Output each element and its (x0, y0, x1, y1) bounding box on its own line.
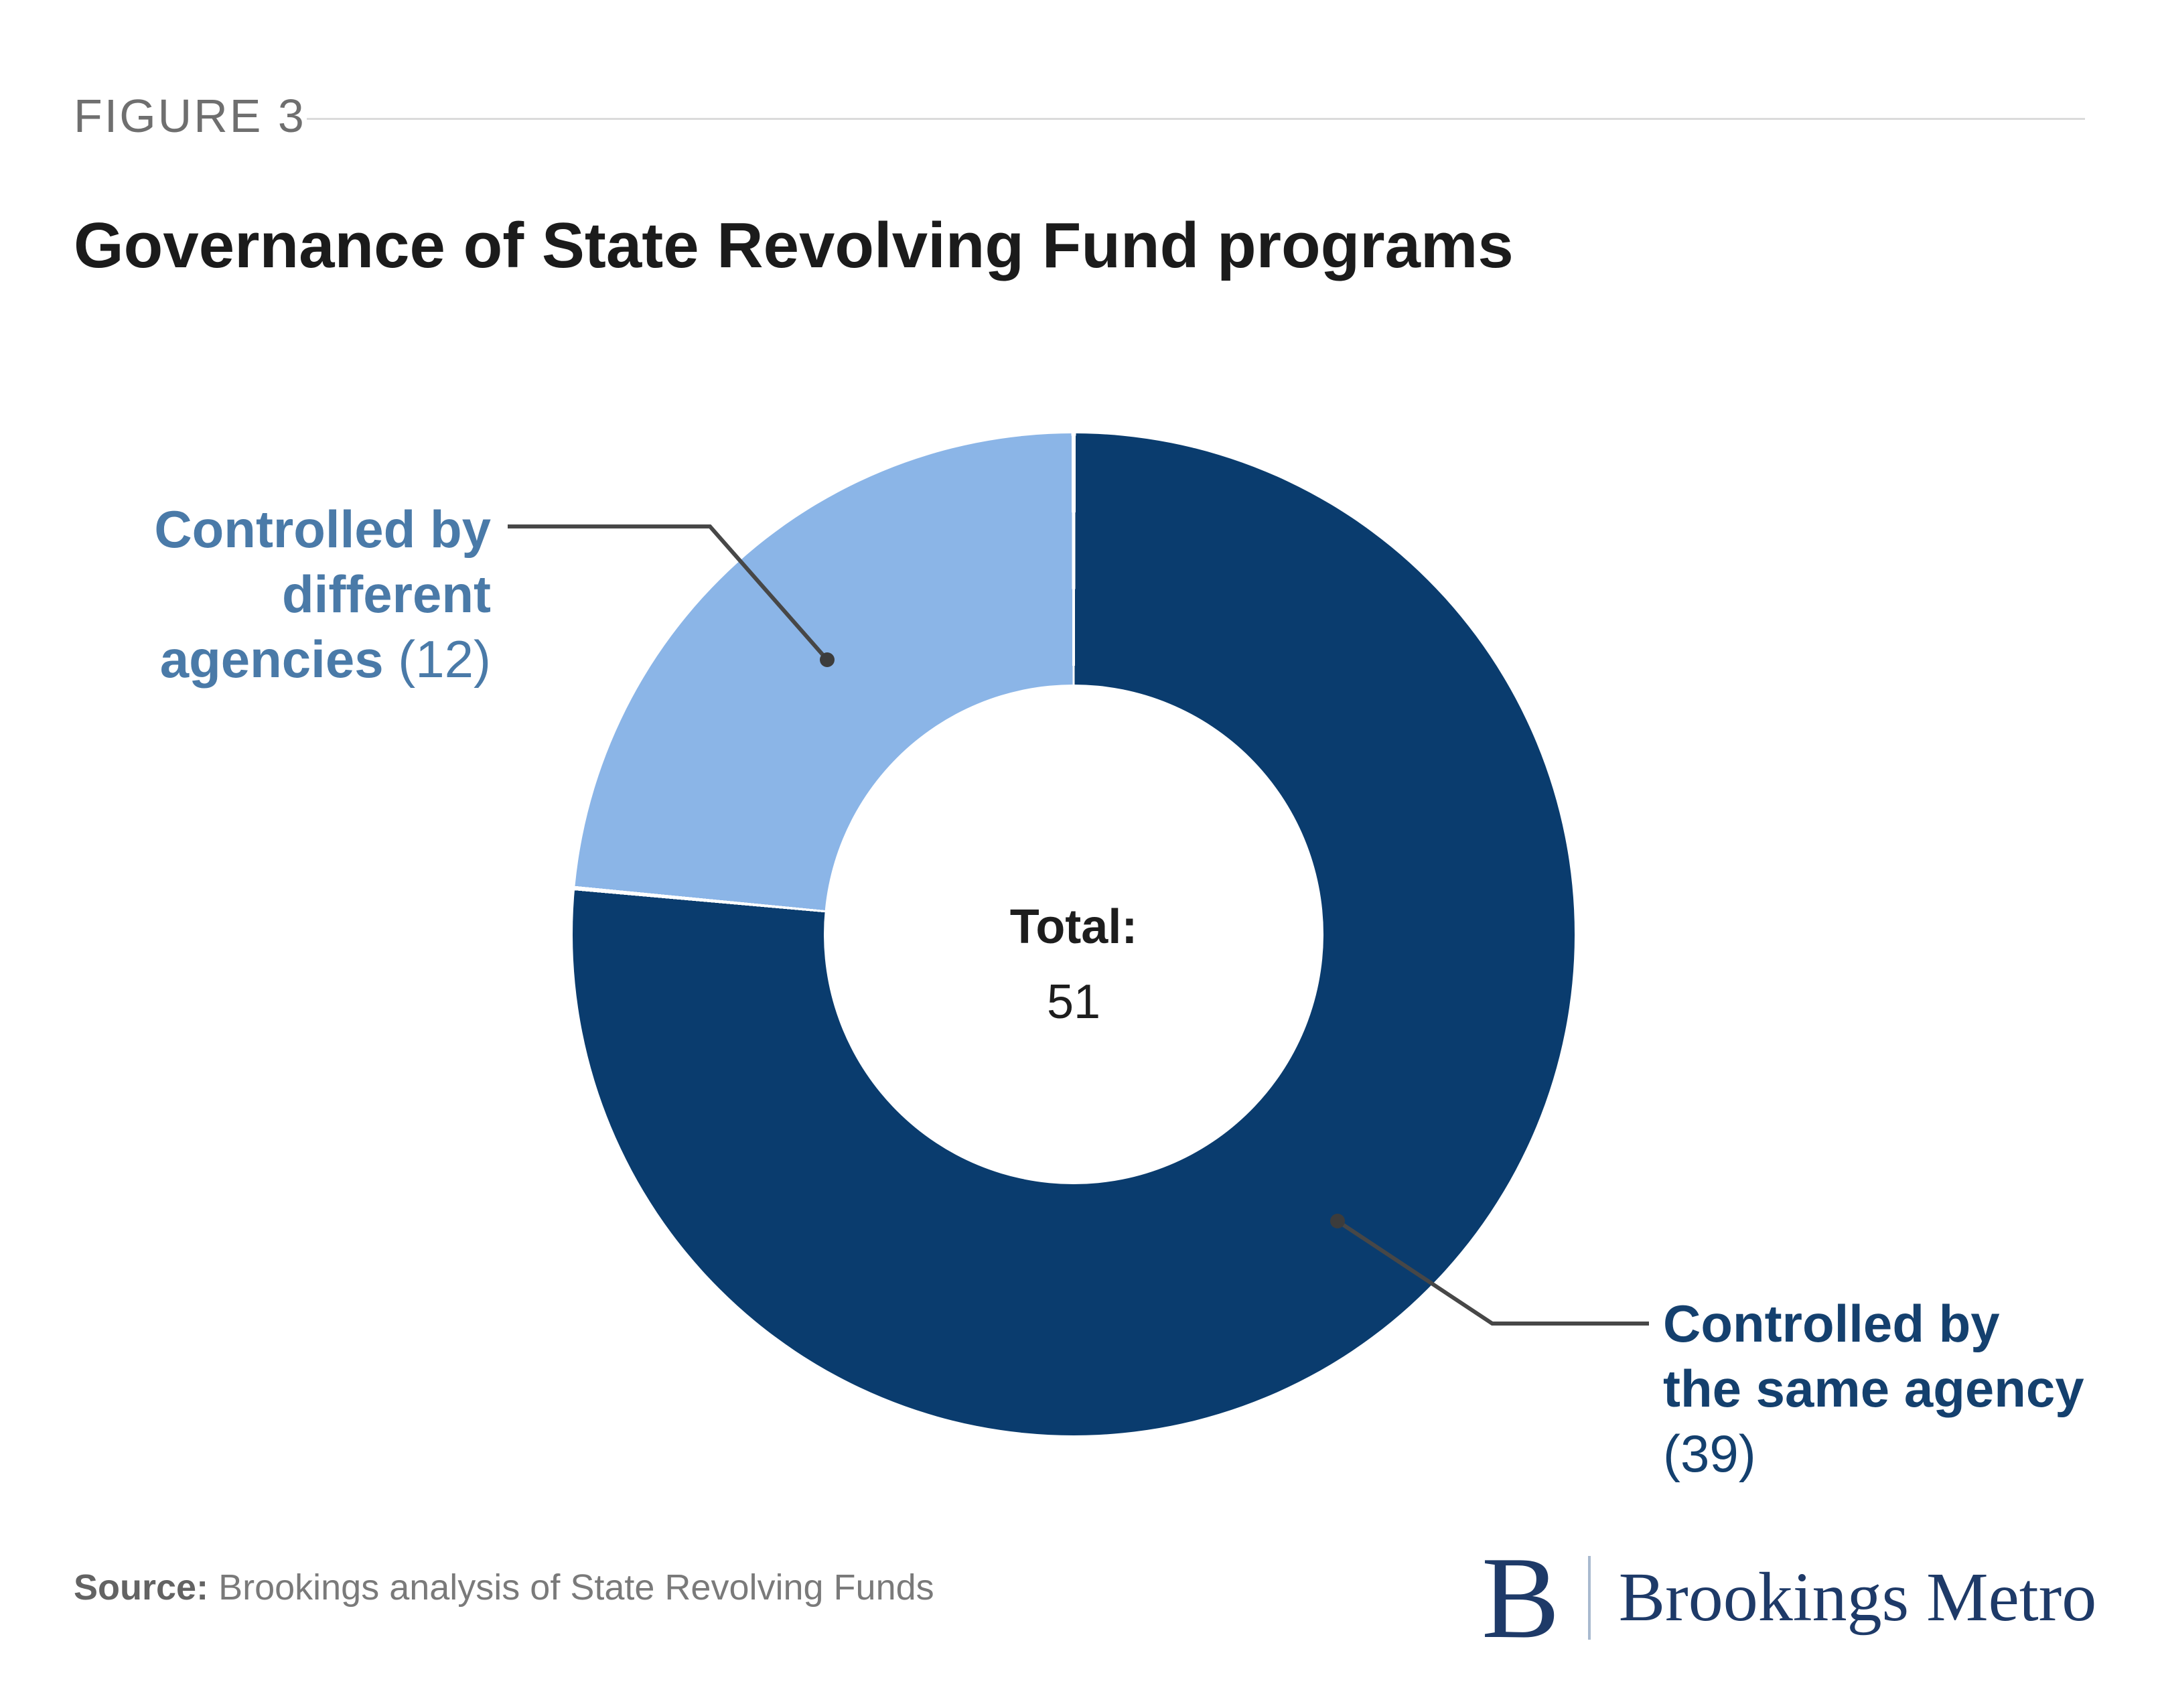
source-line: Source: Brookings analysis of State Revo… (74, 1566, 934, 1610)
logo-divider (1587, 1555, 1591, 1640)
source-prefix: Source: (74, 1567, 209, 1608)
figure-number-label: FIGURE 3 (74, 90, 306, 142)
header-rule (307, 118, 2085, 120)
right-callout: Controlled by the same agency (39) (1663, 1291, 2084, 1486)
total-value: 51 (1046, 975, 1101, 1029)
right-callout-line2: the same agency (1663, 1359, 2084, 1418)
right-callout-line1: Controlled by (1663, 1294, 2000, 1353)
left-callout-line3: agencies (12) (154, 627, 491, 692)
left-callout-line2: different (282, 565, 491, 624)
total-label: Total: (1009, 900, 1138, 954)
left-callout-name: agencies (159, 630, 384, 689)
source-text: Brookings analysis of State Revolving Fu… (218, 1567, 934, 1608)
brookings-metro-logo: B Brookings Metro (1482, 1534, 2096, 1661)
left-callout-line1: Controlled by (154, 500, 491, 559)
logo-name: Brookings Metro (1618, 1559, 2097, 1636)
right-callout-count: (39) (1663, 1424, 1756, 1483)
donut-hole (824, 685, 1323, 1184)
donut-center-text: Total: 51 (1010, 900, 1138, 1029)
brookings-b-monogram-icon: B (1482, 1532, 1560, 1662)
chart-title: Governance of State Revolving Fund progr… (74, 210, 1514, 281)
left-callout-count: (12) (398, 630, 491, 689)
left-callout: Controlled by different agencies (12) (154, 497, 491, 692)
